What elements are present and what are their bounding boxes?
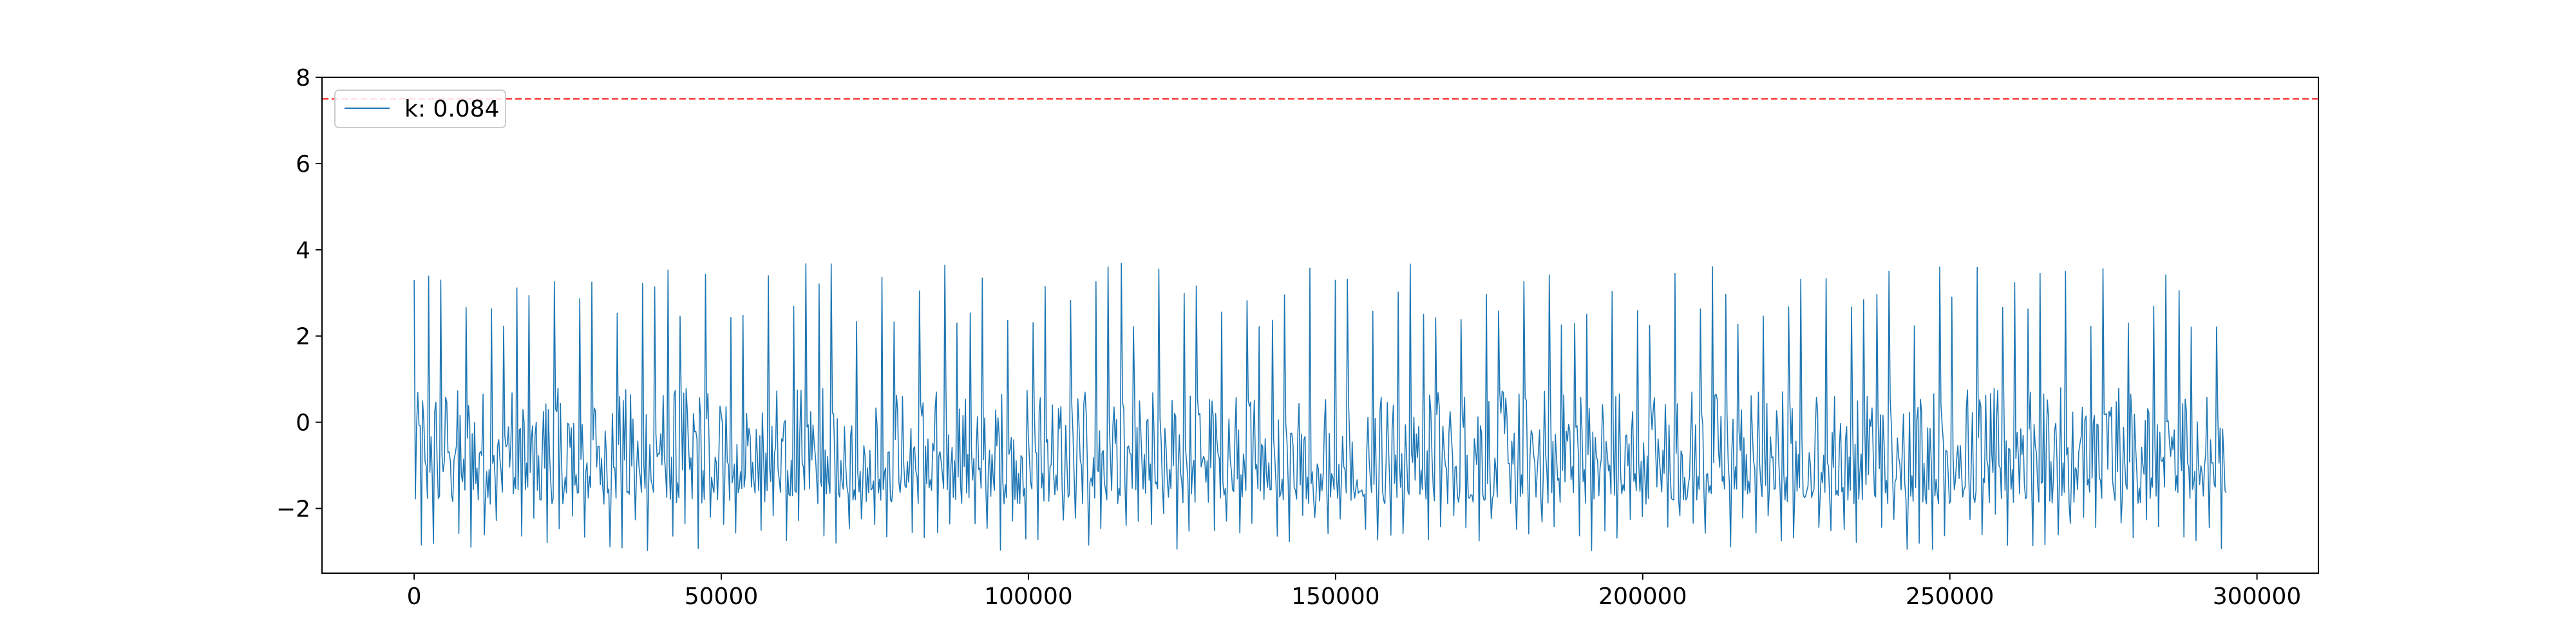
legend-label: k: 0.084	[404, 96, 499, 122]
y-axis: −2 0 2 4 6 8	[276, 65, 322, 523]
y-tick-label: 0	[296, 410, 310, 437]
x-axis: 0 50000 100000 150000 200000 250000 300000	[407, 573, 2301, 610]
legend-box	[334, 90, 506, 128]
x-tick-label: 150000	[1291, 583, 1379, 610]
legend: k: 0.084	[334, 90, 506, 128]
y-tick-label: 8	[296, 65, 310, 91]
x-tick-label: 300000	[2213, 583, 2301, 610]
plot-frame	[321, 77, 2319, 574]
x-tick-label: 100000	[984, 583, 1072, 610]
x-tick-label: 200000	[1598, 583, 1687, 610]
x-tick-label: 0	[407, 583, 422, 610]
y-tick-label: −2	[276, 497, 310, 523]
series-line-k-0-084	[413, 263, 2227, 551]
signal-layer	[413, 263, 2227, 551]
x-tick-label: 50000	[685, 583, 759, 610]
y-tick-label: 6	[296, 151, 310, 178]
y-tick-label: 2	[296, 324, 310, 350]
y-tick-label: 4	[296, 238, 310, 264]
x-tick-label: 250000	[1906, 583, 1994, 610]
